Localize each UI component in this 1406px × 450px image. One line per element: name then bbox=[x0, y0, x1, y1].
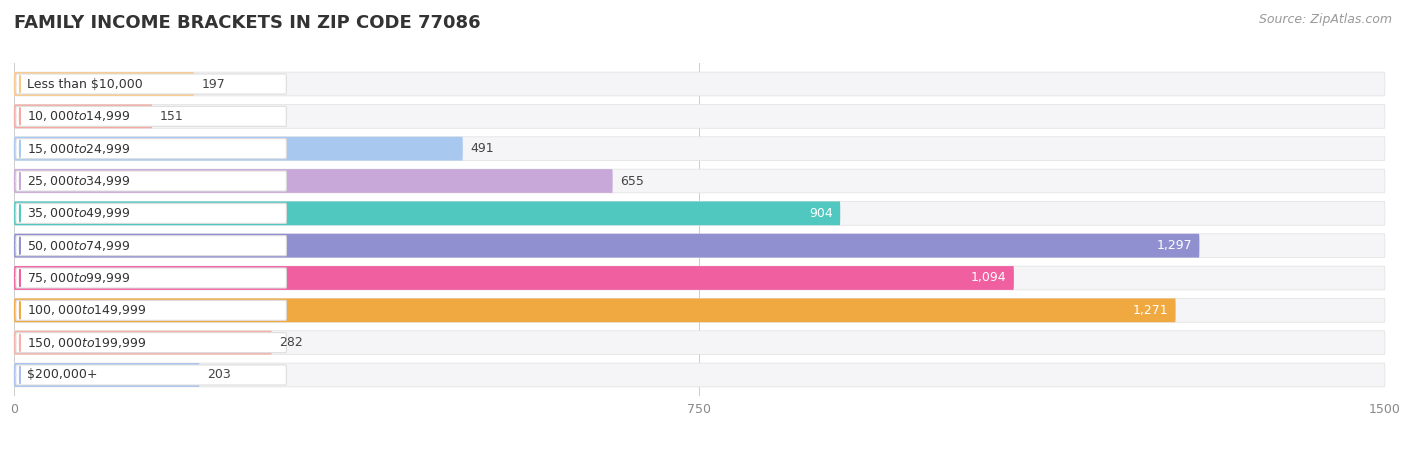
FancyBboxPatch shape bbox=[14, 169, 1385, 193]
Text: $150,000 to $199,999: $150,000 to $199,999 bbox=[27, 336, 146, 350]
Text: $15,000 to $24,999: $15,000 to $24,999 bbox=[27, 142, 131, 156]
Text: 491: 491 bbox=[470, 142, 494, 155]
FancyBboxPatch shape bbox=[14, 331, 271, 355]
Text: 197: 197 bbox=[201, 77, 225, 90]
FancyBboxPatch shape bbox=[14, 234, 1199, 257]
FancyBboxPatch shape bbox=[14, 104, 152, 128]
FancyBboxPatch shape bbox=[14, 104, 1385, 128]
FancyBboxPatch shape bbox=[15, 74, 287, 94]
FancyBboxPatch shape bbox=[14, 169, 613, 193]
Text: 1,271: 1,271 bbox=[1133, 304, 1168, 317]
FancyBboxPatch shape bbox=[15, 300, 287, 320]
Text: $35,000 to $49,999: $35,000 to $49,999 bbox=[27, 207, 131, 220]
Text: 904: 904 bbox=[810, 207, 832, 220]
FancyBboxPatch shape bbox=[15, 171, 287, 191]
FancyBboxPatch shape bbox=[15, 236, 287, 256]
FancyBboxPatch shape bbox=[14, 137, 1385, 161]
FancyBboxPatch shape bbox=[14, 72, 1385, 96]
FancyBboxPatch shape bbox=[14, 72, 194, 96]
Text: FAMILY INCOME BRACKETS IN ZIP CODE 77086: FAMILY INCOME BRACKETS IN ZIP CODE 77086 bbox=[14, 14, 481, 32]
FancyBboxPatch shape bbox=[14, 266, 1014, 290]
Text: 151: 151 bbox=[159, 110, 183, 123]
FancyBboxPatch shape bbox=[14, 363, 200, 387]
FancyBboxPatch shape bbox=[14, 298, 1385, 322]
Text: $10,000 to $14,999: $10,000 to $14,999 bbox=[27, 109, 131, 123]
Text: 282: 282 bbox=[278, 336, 302, 349]
FancyBboxPatch shape bbox=[15, 365, 287, 385]
Text: 1,297: 1,297 bbox=[1157, 239, 1192, 252]
Text: $75,000 to $99,999: $75,000 to $99,999 bbox=[27, 271, 131, 285]
FancyBboxPatch shape bbox=[14, 298, 1175, 322]
Text: $25,000 to $34,999: $25,000 to $34,999 bbox=[27, 174, 131, 188]
Text: $200,000+: $200,000+ bbox=[27, 369, 98, 382]
FancyBboxPatch shape bbox=[14, 331, 1385, 355]
Text: Less than $10,000: Less than $10,000 bbox=[27, 77, 143, 90]
FancyBboxPatch shape bbox=[15, 333, 287, 353]
FancyBboxPatch shape bbox=[14, 363, 1385, 387]
FancyBboxPatch shape bbox=[14, 202, 841, 225]
Text: $100,000 to $149,999: $100,000 to $149,999 bbox=[27, 303, 146, 317]
Text: 1,094: 1,094 bbox=[972, 271, 1007, 284]
Text: $50,000 to $74,999: $50,000 to $74,999 bbox=[27, 238, 131, 252]
Text: Source: ZipAtlas.com: Source: ZipAtlas.com bbox=[1258, 14, 1392, 27]
FancyBboxPatch shape bbox=[15, 106, 287, 126]
FancyBboxPatch shape bbox=[14, 137, 463, 161]
FancyBboxPatch shape bbox=[15, 203, 287, 223]
Text: 203: 203 bbox=[207, 369, 231, 382]
FancyBboxPatch shape bbox=[14, 202, 1385, 225]
FancyBboxPatch shape bbox=[14, 234, 1385, 257]
FancyBboxPatch shape bbox=[15, 139, 287, 159]
Text: 655: 655 bbox=[620, 175, 644, 188]
FancyBboxPatch shape bbox=[15, 268, 287, 288]
FancyBboxPatch shape bbox=[14, 266, 1385, 290]
